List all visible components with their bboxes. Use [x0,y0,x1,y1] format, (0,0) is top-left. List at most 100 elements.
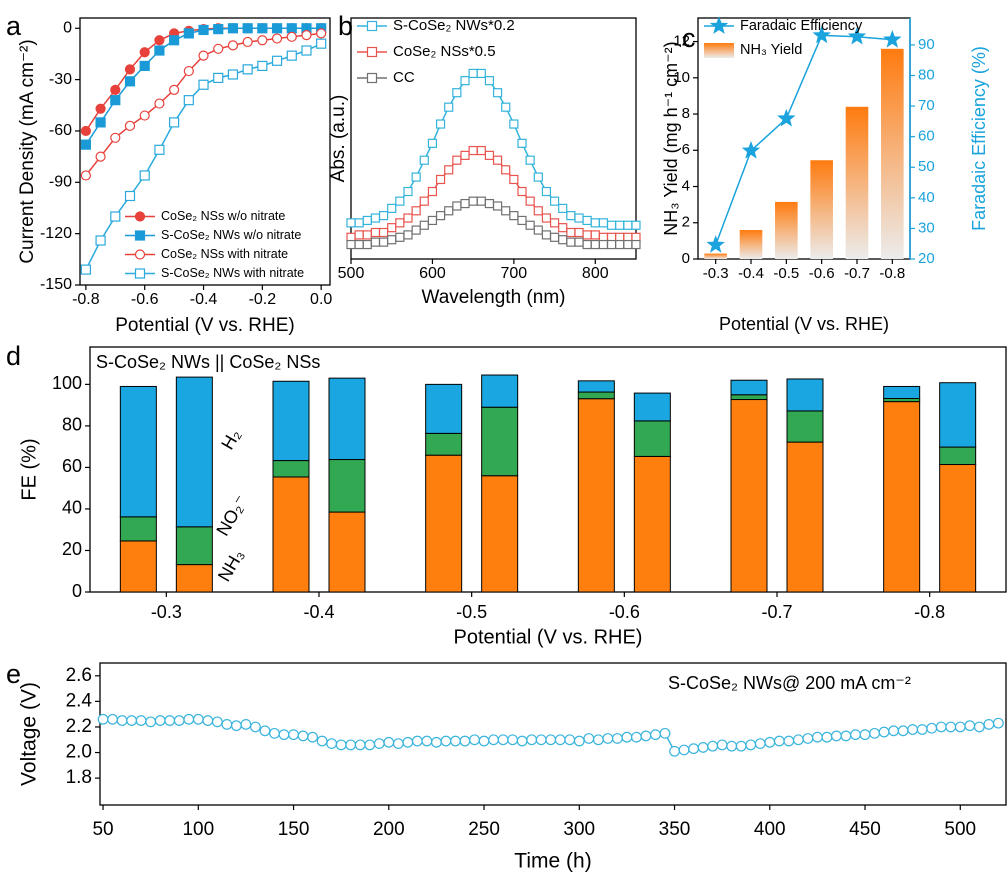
data-point [598,218,609,228]
data-line [85,27,322,132]
y2-tick-label: 50 [918,158,935,175]
bar-segment [577,380,615,393]
data-point [271,33,283,44]
y-tick-label: -30 [49,71,72,88]
data-point [335,739,347,751]
y-tick-label: 0 [682,250,690,267]
data-point [501,165,511,175]
bar-segment [481,374,519,408]
data-point [697,742,709,753]
data-point [95,235,106,246]
data-point [574,227,584,238]
bar-segment [328,459,366,513]
data-point [460,198,470,209]
bar-segment [939,382,977,448]
data-point [688,743,699,755]
data-point [509,174,519,185]
legend-marker [134,230,146,241]
data-point [403,213,413,223]
x-tick-label: 600 [419,265,446,282]
y-axis-title: Voltage (V) [18,682,41,786]
data-point [135,715,147,726]
data-point [631,220,641,230]
data-point [592,734,604,746]
data-point [468,68,478,79]
data-line [714,34,893,246]
data-point [916,724,928,735]
y2-tick-label: 30 [918,219,935,236]
bar-segment [939,446,977,466]
data-point [478,735,490,747]
data-point [558,223,568,233]
bar-segment [730,379,768,396]
data-point [110,84,121,95]
data-point [198,50,209,61]
data-point [301,45,312,56]
data-point [80,264,91,275]
data-point [992,717,1004,729]
data-point [754,738,766,749]
data-point [362,230,372,240]
data-point [80,170,91,181]
data-point [419,155,429,165]
data-point [378,211,389,221]
data-point [869,727,880,739]
data-point [202,715,214,726]
data-point [516,735,528,747]
x-tick-label: -0.4 [190,291,218,308]
panel-letter: c [682,23,696,53]
data-point [541,186,552,197]
data-point [621,731,633,743]
data-point [954,721,966,733]
data-point [650,729,661,741]
bar [739,230,763,259]
data-point [183,95,194,106]
data-point [230,720,242,732]
data-point [354,239,364,250]
bar-segment [272,476,310,593]
data-point [501,206,511,216]
data-point [124,120,136,131]
data-point [145,716,157,728]
bar-segment [272,380,310,462]
bar-segment [883,385,921,399]
data-point [378,237,389,247]
data-point [582,215,592,226]
data-point [444,206,454,216]
data-point [240,719,252,730]
data-point [468,145,478,156]
data-point [450,735,461,747]
data-point [525,196,535,206]
bar-segment [272,460,310,478]
data-point [783,735,795,747]
data-point [110,132,121,143]
data-point [623,220,633,230]
data-point [427,215,438,226]
data-point [427,186,438,197]
y2-tick-label: 90 [918,36,935,53]
data-point [558,235,568,245]
data-point [554,734,566,746]
data-point [440,735,452,747]
data-point [859,729,871,741]
data-point [878,726,890,738]
data-point [741,141,761,159]
data-point [640,730,652,742]
data-point [526,734,538,746]
data-point [288,729,299,741]
y-tick-label: 2 [682,214,690,231]
data-point [139,170,150,181]
bar-segment [577,398,615,593]
data-point [476,196,486,206]
data-point [392,738,404,749]
data-point [590,218,600,228]
y2-tick-label: 40 [918,189,935,206]
x-tick-label: -0.6 [809,265,835,282]
bar-segment [633,392,671,422]
data-point [549,232,560,242]
y-axis-title: FE (%) [18,438,40,500]
data-point [354,218,364,228]
data-point [370,237,381,247]
y-tick-label: 2.4 [66,690,93,711]
y-tick-label: -90 [49,174,72,191]
